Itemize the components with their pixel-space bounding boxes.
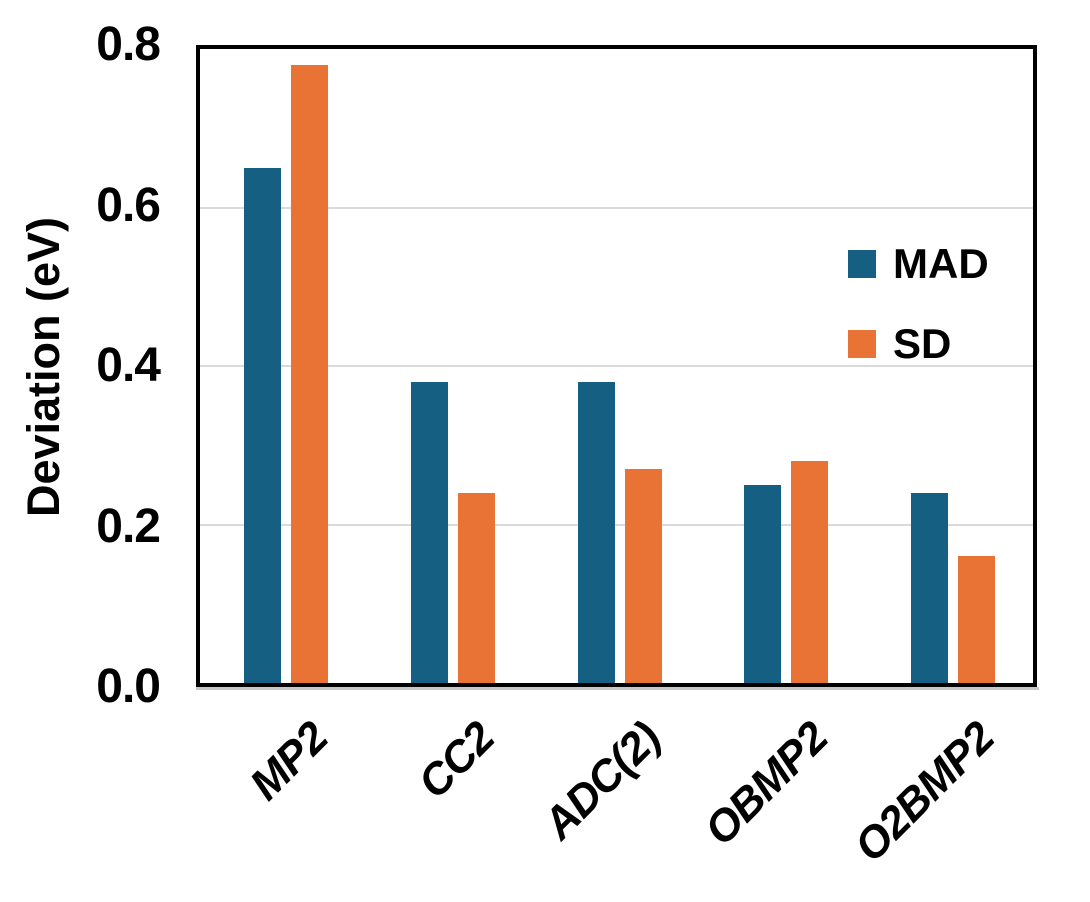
legend-label-mad: MAD [893, 240, 989, 287]
legend-entry-mad: MAD [848, 240, 989, 287]
bar-mad-cc2 [410, 382, 448, 683]
x-tick-label-o2bmp2: O2BMP2 [845, 713, 1004, 872]
legend-swatch-sd [848, 330, 876, 358]
gridline-0.2 [200, 523, 1033, 526]
bar-sd-adc2 [624, 469, 662, 683]
plot-area: MAD SD [196, 45, 1037, 687]
bar-mad-adc2 [577, 382, 615, 683]
bar-group-o2bmp2 [910, 493, 995, 683]
y-tick-label-0.0: 0.0 [96, 660, 161, 713]
bar-group-adc2 [577, 382, 662, 683]
y-tick-label-0.2: 0.2 [96, 500, 161, 553]
legend-swatch-mad [848, 250, 876, 278]
bar-sd-o2bmp2 [957, 556, 995, 683]
bar-mad-o2bmp2 [910, 493, 948, 683]
x-tick-label-mp2: MP2 [240, 713, 337, 810]
x-tick-label-obmp2: OBMP2 [694, 713, 837, 855]
x-tick-label-adc2: ADC(2) [533, 713, 670, 849]
bar-sd-obmp2 [791, 461, 829, 683]
bar-group-obmp2 [744, 461, 829, 683]
gridline-0.4 [200, 365, 1033, 367]
bar-sd-cc2 [457, 493, 495, 683]
legend-entry-sd: SD [848, 320, 989, 367]
y-tick-label-0.8: 0.8 [96, 18, 161, 71]
bar-mad-obmp2 [744, 485, 782, 683]
gridline-0.6 [200, 206, 1033, 209]
x-axis-line-shadow [196, 687, 1039, 690]
y-tick-label-0.4: 0.4 [96, 339, 161, 392]
legend-label-sd: SD [893, 320, 952, 367]
legend: MAD SD [848, 240, 989, 367]
x-tick-label-cc2: CC2 [408, 713, 504, 808]
y-tick-label-0.6: 0.6 [96, 179, 161, 232]
bar-sd-mp2 [291, 65, 329, 683]
bar-group-cc2 [410, 382, 495, 683]
bar-group-mp2 [244, 65, 329, 683]
bar-mad-mp2 [244, 168, 282, 683]
